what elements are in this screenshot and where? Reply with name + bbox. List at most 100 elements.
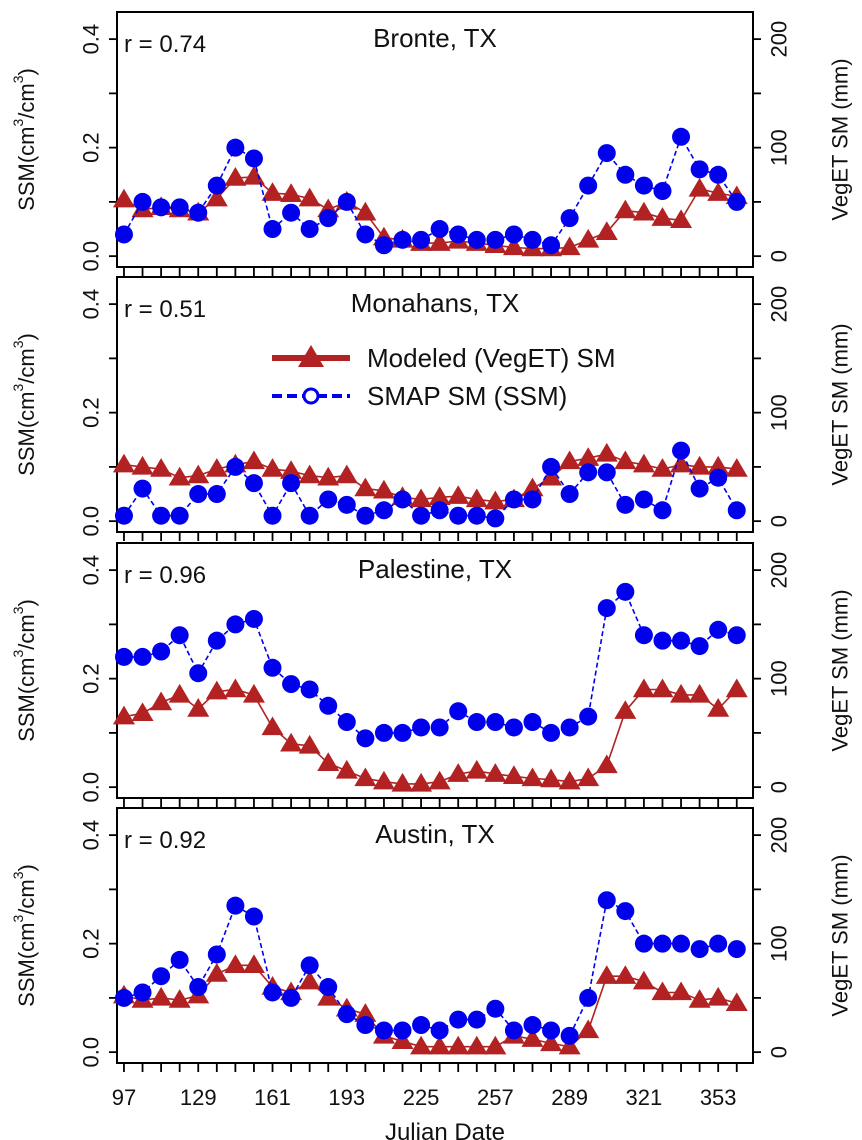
smap-point xyxy=(504,490,523,509)
modeled-point xyxy=(632,970,655,990)
left-tick-label: 0.0 xyxy=(79,772,104,803)
smap-point xyxy=(727,626,746,645)
modeled-series-line xyxy=(123,688,738,785)
smap-point xyxy=(616,495,635,514)
modeled-point xyxy=(335,759,358,779)
smap-point xyxy=(226,896,245,915)
modeled-point xyxy=(410,488,433,508)
smap-point xyxy=(393,490,412,509)
smap-point xyxy=(244,609,263,628)
modeled-point xyxy=(614,965,637,984)
plot-frame xyxy=(116,542,754,799)
smap-point xyxy=(244,149,263,168)
modeled-point xyxy=(577,447,600,466)
right-axis-label: VegET SM (mm) xyxy=(828,589,853,751)
right-tick-label: 100 xyxy=(767,925,792,962)
smap-series-line xyxy=(123,898,738,1037)
smap-point xyxy=(430,220,449,239)
smap-point xyxy=(523,490,542,509)
smap-point xyxy=(560,209,579,228)
modeled-point xyxy=(224,167,247,186)
smap-point xyxy=(690,637,709,656)
modeled-point xyxy=(577,767,600,787)
smap-point xyxy=(672,127,691,146)
smap-point xyxy=(189,485,208,504)
modeled-point xyxy=(205,187,228,207)
left-tick-label: 0.4 xyxy=(79,289,104,320)
smap-point xyxy=(263,506,282,525)
smap-point xyxy=(133,192,152,211)
modeled-point xyxy=(298,187,321,207)
modeled-point xyxy=(261,716,284,736)
right-tick-label: 0 xyxy=(767,1046,792,1058)
left-axis-label-part: ) xyxy=(14,333,39,340)
modeled-point xyxy=(410,772,433,792)
smap-point xyxy=(597,891,616,910)
modeled-point xyxy=(447,485,470,504)
x-tick-label: 289 xyxy=(551,1085,588,1110)
smap-series-line xyxy=(123,134,738,247)
right-axis-label: VegET SM (mm) xyxy=(828,854,853,1016)
smap-point xyxy=(282,988,301,1007)
smap-point xyxy=(486,999,505,1018)
modeled-point xyxy=(577,228,600,248)
modeled-point xyxy=(688,455,711,475)
smap-point xyxy=(300,956,319,975)
left-axis-label-part: 3 xyxy=(10,915,26,923)
smap-point xyxy=(337,1005,356,1024)
smap-point xyxy=(653,934,672,953)
modeled-point xyxy=(372,770,395,790)
smap-point xyxy=(152,506,171,525)
smap-point xyxy=(579,988,598,1007)
modeled-point xyxy=(317,752,340,771)
smap-series-line xyxy=(123,448,738,520)
smap-point xyxy=(467,1010,486,1029)
panel-title: Bronte, TX xyxy=(373,23,497,53)
smap-point xyxy=(709,620,728,639)
modeled-point xyxy=(447,1035,470,1055)
modeled-point xyxy=(577,1019,600,1039)
smap-point xyxy=(189,978,208,997)
smap-point xyxy=(467,230,486,249)
modeled-series-line xyxy=(123,176,737,250)
smap-point xyxy=(226,457,245,476)
smap-point xyxy=(449,506,468,525)
x-tick-label: 97 xyxy=(112,1085,136,1110)
modeled-point xyxy=(540,466,563,486)
modeled-series-line xyxy=(123,453,737,503)
smap-point xyxy=(170,198,189,217)
left-tick-label: 0.2 xyxy=(79,928,104,959)
modeled-series-line xyxy=(123,964,738,1048)
left-axis-label-part: /cm xyxy=(14,879,39,914)
smap-point xyxy=(560,718,579,737)
smap-point xyxy=(504,718,523,737)
smap-point xyxy=(152,198,171,217)
right-tick-label: 200 xyxy=(767,552,792,589)
smap-point xyxy=(449,1010,468,1029)
smap-point xyxy=(449,702,468,721)
smap-point xyxy=(727,192,746,211)
smap-point xyxy=(319,696,338,715)
modeled-point xyxy=(242,450,265,470)
left-axis-label: SSM(cm3/cm3) xyxy=(10,333,39,476)
modeled-point xyxy=(651,458,674,477)
plot-frame xyxy=(116,276,754,533)
modeled-point xyxy=(280,460,303,479)
smap-point xyxy=(653,182,672,201)
modeled-point xyxy=(725,992,748,1012)
left-axis-label-part: 3 xyxy=(10,606,26,614)
smap-point xyxy=(412,506,431,525)
modeled-point xyxy=(688,989,711,1008)
smap-point xyxy=(634,176,653,195)
smap-point xyxy=(114,988,133,1007)
modeled-point xyxy=(521,477,544,497)
modeled-point xyxy=(484,490,507,510)
smap-point xyxy=(170,506,189,525)
smap-point xyxy=(189,664,208,683)
modeled-point xyxy=(131,455,154,475)
left-axis-label-part: SSM(cm xyxy=(14,392,39,476)
smap-point xyxy=(374,1021,393,1040)
left-axis-label-part: ) xyxy=(14,599,39,606)
modeled-point xyxy=(484,1035,507,1055)
